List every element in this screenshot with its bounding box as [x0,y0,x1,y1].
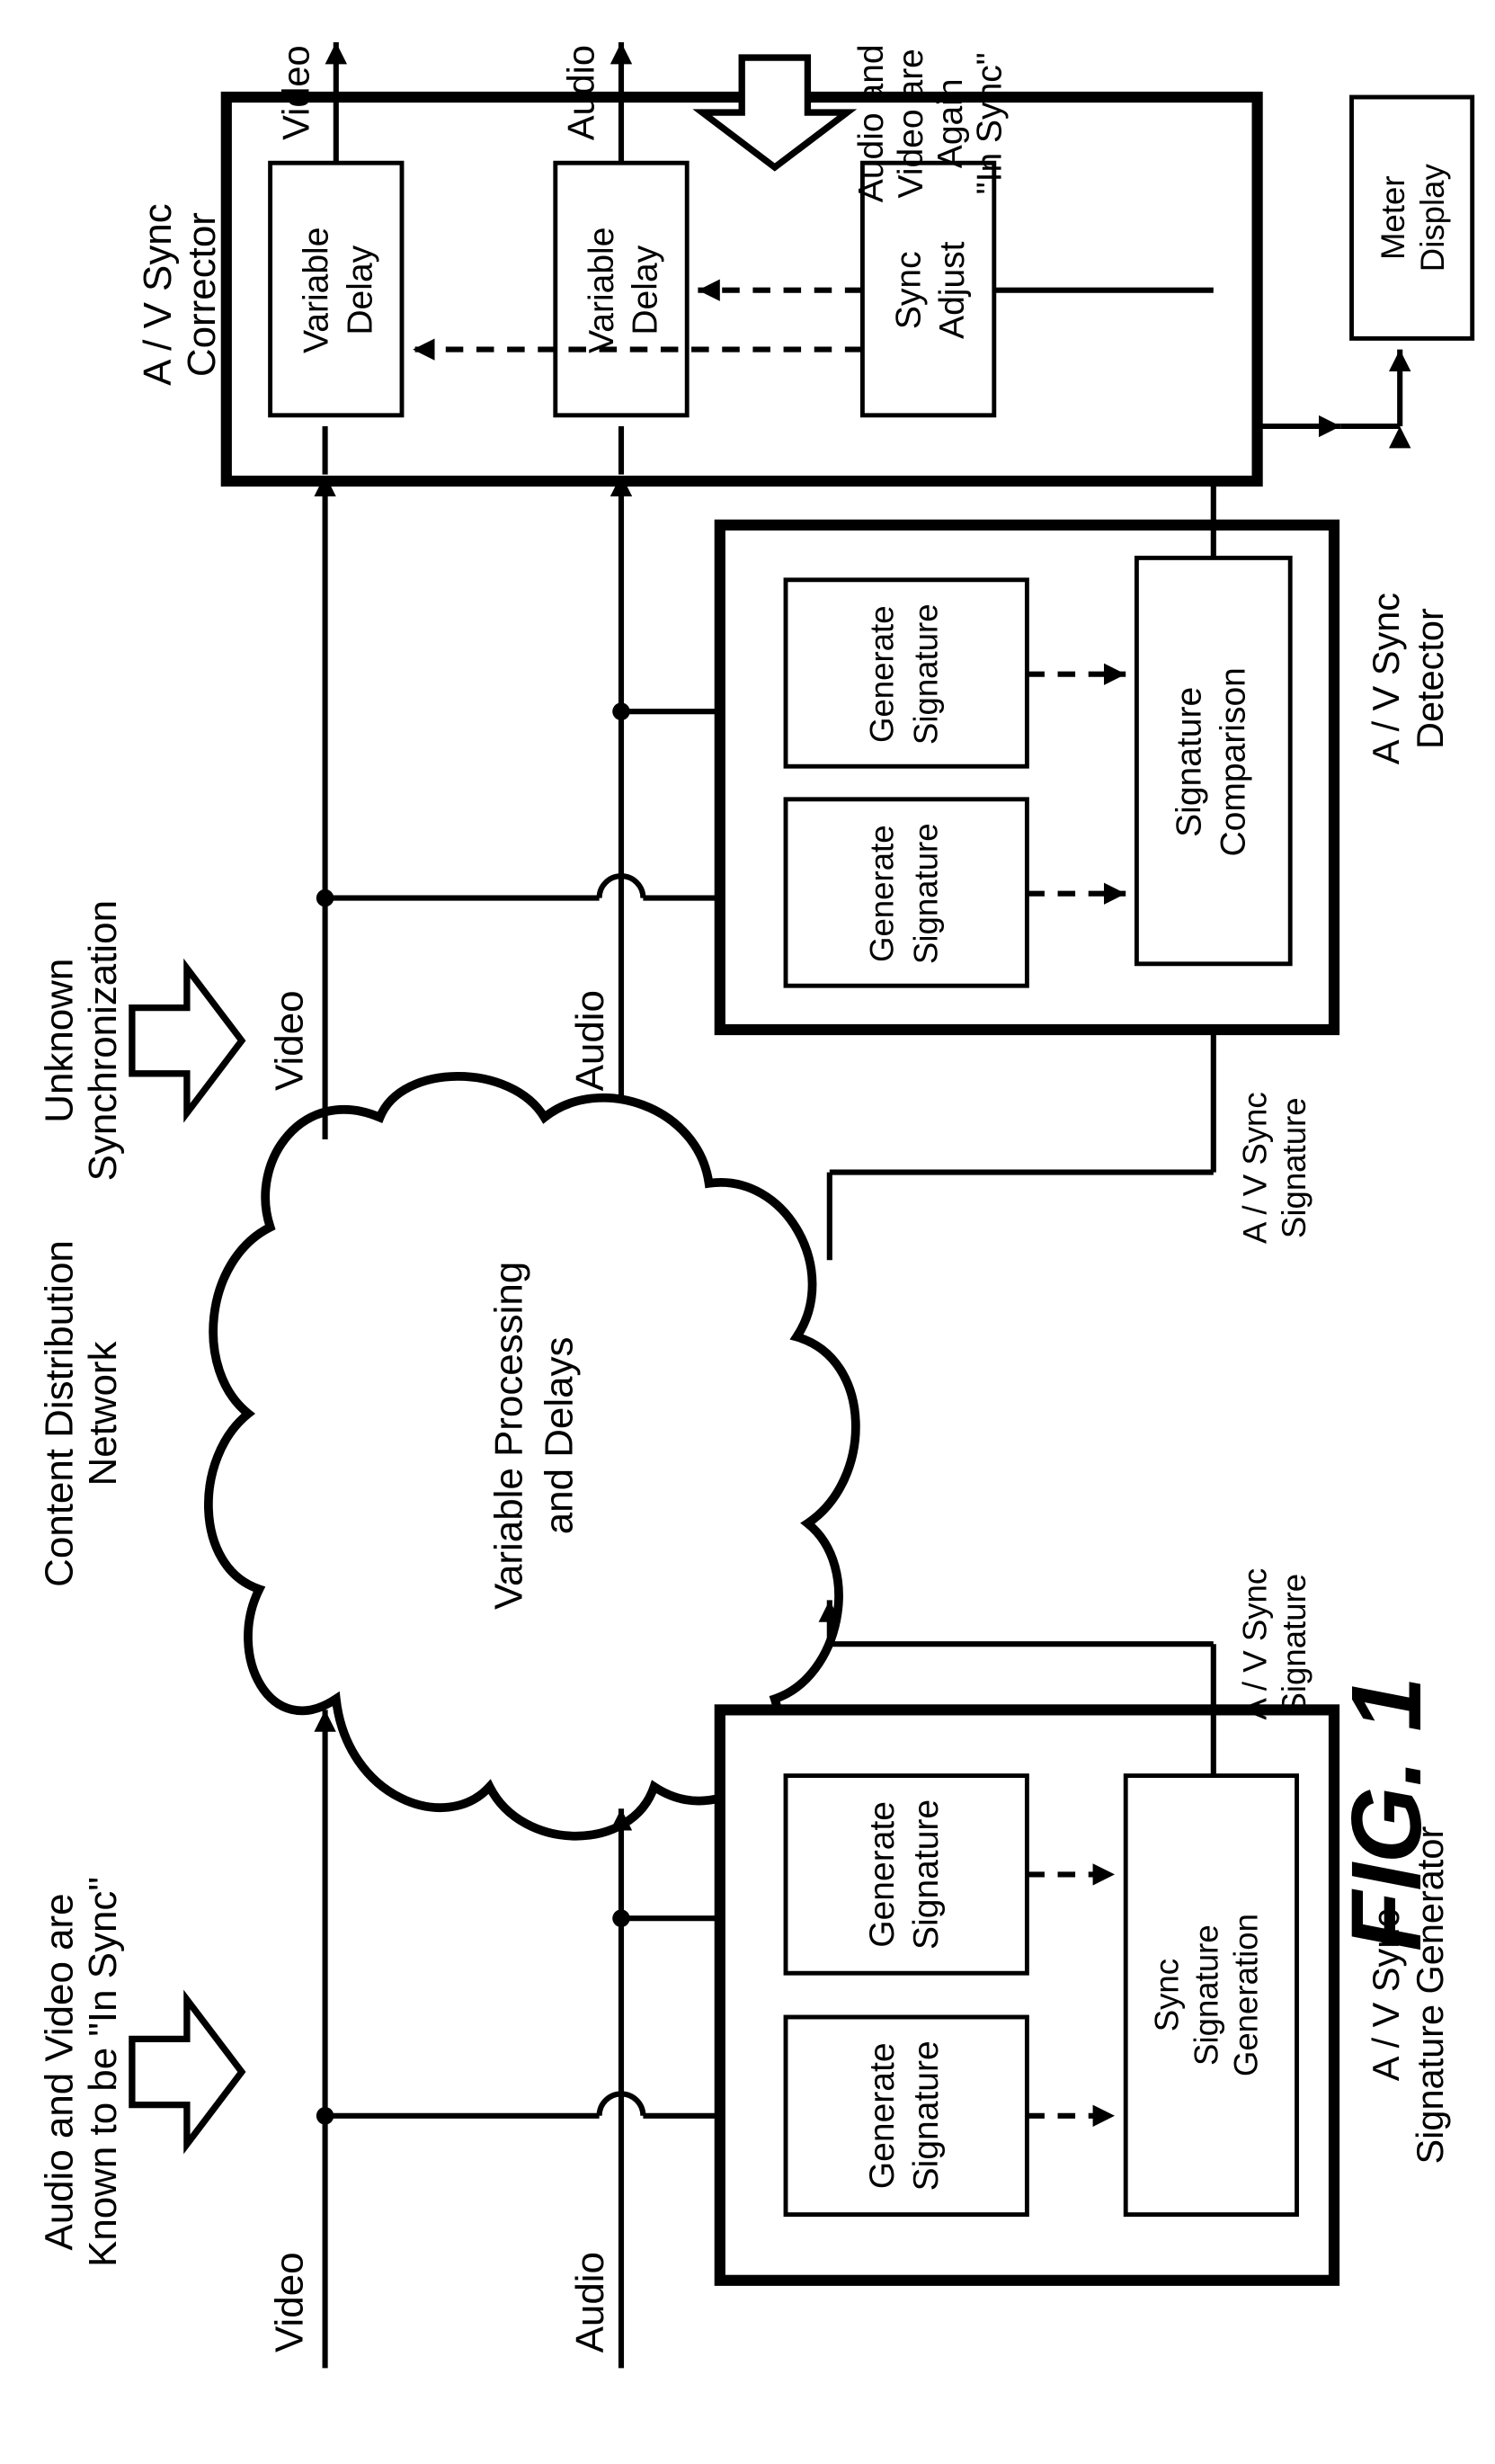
label-sa-2: Adjust [933,241,972,339]
label-video-left: Video [268,2252,312,2352]
label-gen-sig-1a: Generate [863,2042,902,2189]
label-ssg-3: Generation [1228,1914,1265,2076]
label-unknown-1: Unknown [37,959,81,1123]
label-again-4: "In Sync" [971,52,1010,194]
label-cdn-1: Content Distribution [37,1240,81,1587]
box-gen-sig-3 [786,799,1027,986]
label-cloud-1: Variable Processing [487,1262,531,1610]
label-gen-sig-4a: Generate [863,605,900,743]
label-video-out: Video [274,45,316,139]
arrow-in-sync [132,1999,242,2144]
label-det-2: Detector [1409,608,1451,749]
label-gen-sig-2b: Signature [907,1799,946,1950]
label-vd-a2: Delay [627,245,665,335]
label-vd-v2: Delay [341,245,379,335]
label-cloud-2: and Delays [538,1337,582,1535]
label-avsig-m1: A / V Sync [1236,1092,1273,1244]
label-sa-1: Sync [889,251,928,329]
label-in-sync-2: Known to be "In Sync" [81,1877,125,2267]
label-sigcomp-2: Comparison [1215,667,1253,856]
label-audio-left: Audio [568,2252,612,2352]
label-video-mid: Video [268,990,312,1091]
label-avsig-m2: Signature [1276,1097,1313,1238]
label-unknown-2: Synchronization [81,900,125,1181]
label-corrector-1: A / V Sync [136,203,180,386]
label-sigcomp-1: Signature [1170,687,1209,837]
figure-label: FIG. 1 [1331,1676,1442,1951]
label-vd-v1: Variable [298,228,336,353]
label-again-2: Video are [892,49,930,198]
label-avsig-l1: A / V Sync [1236,1568,1273,1720]
label-ssg-1: Sync [1149,1959,1186,2031]
label-gen-sig-1b: Signature [907,2040,946,2191]
label-vd-a1: Variable [583,228,621,353]
label-again-1: Audio and [852,44,891,202]
label-audio-out: Audio [559,45,601,140]
box-meter [1352,97,1473,338]
arrow-unknown [132,969,242,1113]
label-again-3: Again [931,78,970,168]
label-ssg-2: Signature [1188,1924,1225,2066]
label-avsig-l2: Signature [1276,1574,1313,1715]
box-var-delay-v [271,163,402,415]
box-gen-sig-4 [786,580,1027,766]
label-audio-mid: Audio [568,990,612,1091]
label-det-1: A / V Sync [1365,593,1407,764]
label-meter-2: Display [1414,164,1451,272]
label-corrector-2: Corrector [180,212,224,377]
label-gen-sig-2a: Generate [863,1801,902,1948]
label-gen-sig-3a: Generate [863,825,900,962]
label-meter-1: Meter [1375,175,1411,260]
label-in-sync-1: Audio and Video are [37,1893,81,2250]
label-cdn-2: Network [81,1340,125,1486]
label-gen-sig-3b: Signature [907,823,944,964]
box-var-delay-a [556,163,687,415]
label-gen-sig-4b: Signature [907,603,944,745]
